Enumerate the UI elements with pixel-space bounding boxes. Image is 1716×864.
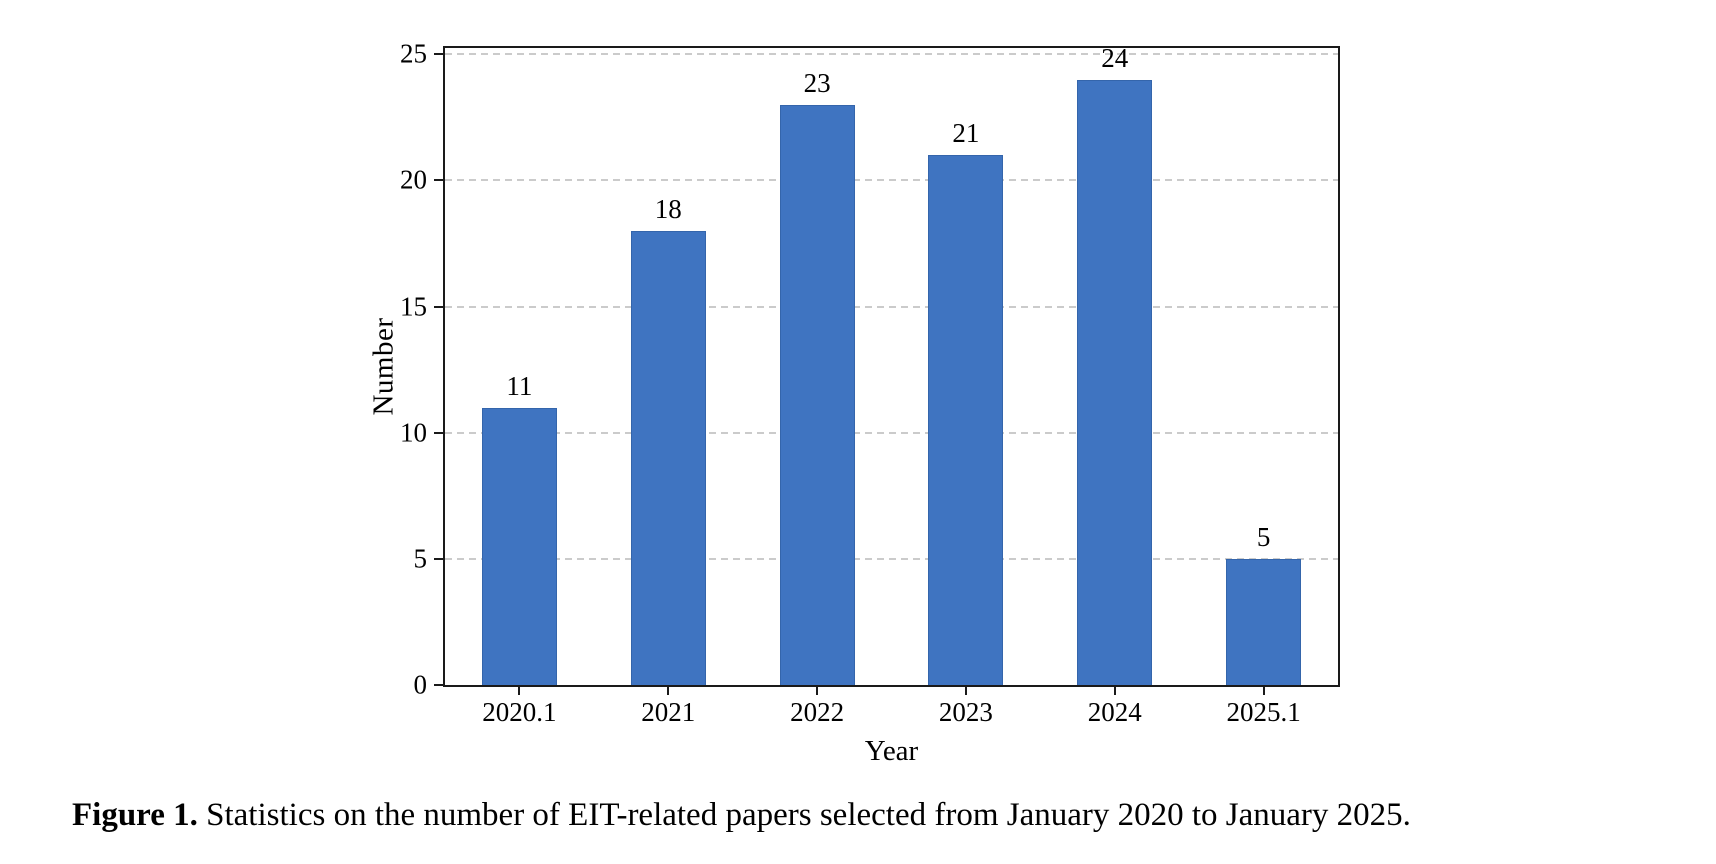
- y-tick-label-10: 10: [400, 417, 427, 448]
- gridline-y-10: [445, 431, 1338, 434]
- x-tick-label-2023: 2023: [938, 697, 993, 727]
- x-tick-label-2022: 2022: [790, 697, 845, 727]
- x-tick-label-2020.1: 2020.1: [482, 697, 557, 727]
- y-tick-mark-10: [434, 431, 445, 434]
- y-tick-label-25: 25: [400, 38, 427, 69]
- bar-value-label-2023: 21: [952, 118, 980, 149]
- y-axis-title-wrap: Number: [357, 48, 411, 685]
- figure-caption: Figure 1. Statistics on the number of EI…: [72, 794, 1411, 837]
- figure-caption-label: Figure 1.: [72, 797, 198, 833]
- x-tick-mark-2021: [667, 685, 670, 695]
- x-tick-mark-2020.1: [518, 685, 521, 695]
- y-tick-label-0: 0: [413, 669, 428, 700]
- y-axis-title: Number: [367, 317, 400, 416]
- bar-value-label-2024: 24: [1101, 42, 1129, 73]
- bar-2021: [630, 230, 706, 685]
- gridline-y-25: [445, 53, 1338, 56]
- plot-area: Number Year 0 5 10 15 20 25 11 2020.1 18 2021 23 20…: [368, 40, 1340, 766]
- y-tick-label-20: 20: [400, 164, 427, 195]
- y-tick-mark-25: [434, 53, 445, 56]
- y-tick-mark-20: [434, 179, 445, 182]
- gridline-y-15: [445, 305, 1338, 308]
- x-tick-mark-2022: [816, 685, 819, 695]
- gridline-y-5: [445, 557, 1338, 560]
- bar-value-label-2020.1: 11: [506, 370, 533, 401]
- x-tick-mark-2023: [964, 685, 967, 695]
- x-tick-mark-2025.1: [1262, 685, 1265, 695]
- bar-value-label-2025.1: 5: [1256, 521, 1271, 552]
- y-tick-mark-5: [434, 557, 445, 560]
- bar-value-label-2022: 23: [803, 67, 831, 98]
- bar-2022: [779, 104, 855, 685]
- y-tick-label-5: 5: [413, 543, 428, 574]
- x-tick-label-2024: 2024: [1087, 697, 1142, 727]
- x-tick-label-2025.1: 2025.1: [1226, 697, 1301, 727]
- bar-2025.1: [1226, 558, 1302, 685]
- figure-caption-text: Statistics on the number of EIT-related …: [197, 797, 1411, 833]
- x-axis-title: Year: [864, 735, 919, 767]
- y-tick-label-15: 15: [400, 291, 427, 322]
- y-tick-mark-0: [434, 684, 445, 686]
- bar-value-label-2021: 18: [654, 193, 682, 224]
- bar-2023: [928, 155, 1004, 685]
- x-tick-mark-2024: [1113, 685, 1116, 695]
- gridline-y-20: [445, 179, 1338, 182]
- bar-2024: [1077, 79, 1153, 685]
- x-tick-label-2021: 2021: [641, 697, 696, 727]
- bar-2020.1: [481, 407, 557, 685]
- y-tick-mark-15: [434, 305, 445, 308]
